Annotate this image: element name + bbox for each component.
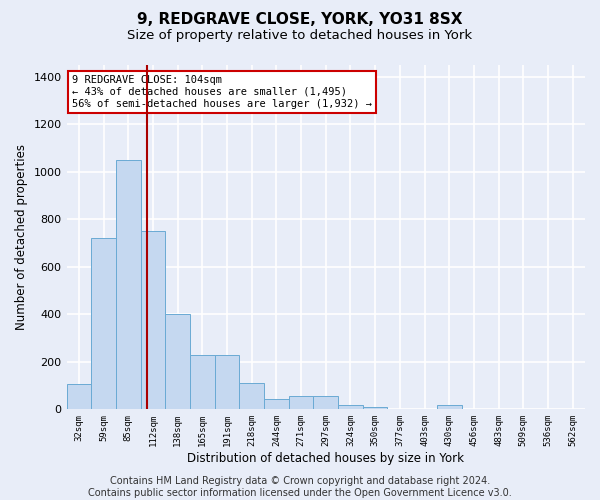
Bar xyxy=(91,238,116,410)
Text: 9 REDGRAVE CLOSE: 104sqm
← 43% of detached houses are smaller (1,495)
56% of sem: 9 REDGRAVE CLOSE: 104sqm ← 43% of detach… xyxy=(72,76,372,108)
Bar xyxy=(190,354,215,410)
Bar xyxy=(338,404,363,409)
Text: 9, REDGRAVE CLOSE, YORK, YO31 8SX: 9, REDGRAVE CLOSE, YORK, YO31 8SX xyxy=(137,12,463,28)
Bar xyxy=(437,405,461,409)
Text: Size of property relative to detached houses in York: Size of property relative to detached ho… xyxy=(127,29,473,42)
Bar xyxy=(165,314,190,410)
Bar xyxy=(67,384,91,409)
Bar xyxy=(289,396,313,409)
Bar xyxy=(264,398,289,409)
Bar xyxy=(363,407,388,410)
X-axis label: Distribution of detached houses by size in York: Distribution of detached houses by size … xyxy=(187,452,464,465)
Bar xyxy=(239,383,264,409)
Text: Contains HM Land Registry data © Crown copyright and database right 2024.
Contai: Contains HM Land Registry data © Crown c… xyxy=(88,476,512,498)
Y-axis label: Number of detached properties: Number of detached properties xyxy=(15,144,28,330)
Bar xyxy=(313,396,338,409)
Bar xyxy=(140,231,165,410)
Bar xyxy=(215,354,239,410)
Bar xyxy=(116,160,140,410)
